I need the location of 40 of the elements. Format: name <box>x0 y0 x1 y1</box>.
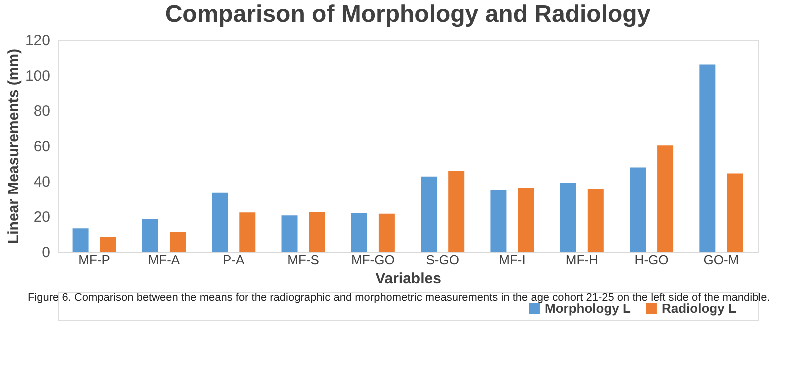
x-tick-label: MF-P <box>78 252 110 268</box>
bar <box>727 174 744 252</box>
bar <box>282 216 298 252</box>
x-tick-label: MF-S <box>288 252 320 268</box>
x-tick-label: S-GO <box>426 252 460 268</box>
y-tick-label: 120 <box>25 32 50 50</box>
x-tick-label: GO-M <box>704 252 740 268</box>
x-tick-label: MF-H <box>566 252 598 268</box>
bar <box>309 212 326 252</box>
x-axis-title: Variables <box>376 270 442 288</box>
y-tick-label: 20 <box>34 209 50 226</box>
chart-title: Comparison of Morphology and Radiology <box>165 1 652 28</box>
y-tick-label: 40 <box>34 174 50 191</box>
bar <box>72 228 89 252</box>
x-tick-label: MF-I <box>499 252 526 268</box>
x-tick-label: H-GO <box>634 252 669 268</box>
bar <box>351 213 368 252</box>
x-tick-label: MF-GO <box>352 252 395 268</box>
bar <box>100 238 116 252</box>
y-tick-label: 60 <box>34 138 50 156</box>
bar <box>240 212 256 252</box>
bar <box>658 146 674 252</box>
bar <box>170 232 186 252</box>
bar <box>630 168 646 252</box>
bar <box>421 176 438 252</box>
bar <box>518 188 534 252</box>
x-tick-label: MF-A <box>148 252 180 268</box>
x-tick-label: P-A <box>223 252 246 268</box>
bar <box>142 219 158 252</box>
bar <box>560 183 576 252</box>
y-tick-label: 0 <box>42 244 50 262</box>
bar <box>490 190 507 252</box>
bar <box>588 189 604 252</box>
bar <box>448 171 465 252</box>
y-tick-label: 80 <box>34 103 50 120</box>
bar <box>212 192 228 252</box>
bar <box>378 214 395 252</box>
y-tick-label: 100 <box>25 68 50 85</box>
bar <box>700 64 716 252</box>
y-axis-title: Linear Measurements (mm) <box>5 48 22 244</box>
